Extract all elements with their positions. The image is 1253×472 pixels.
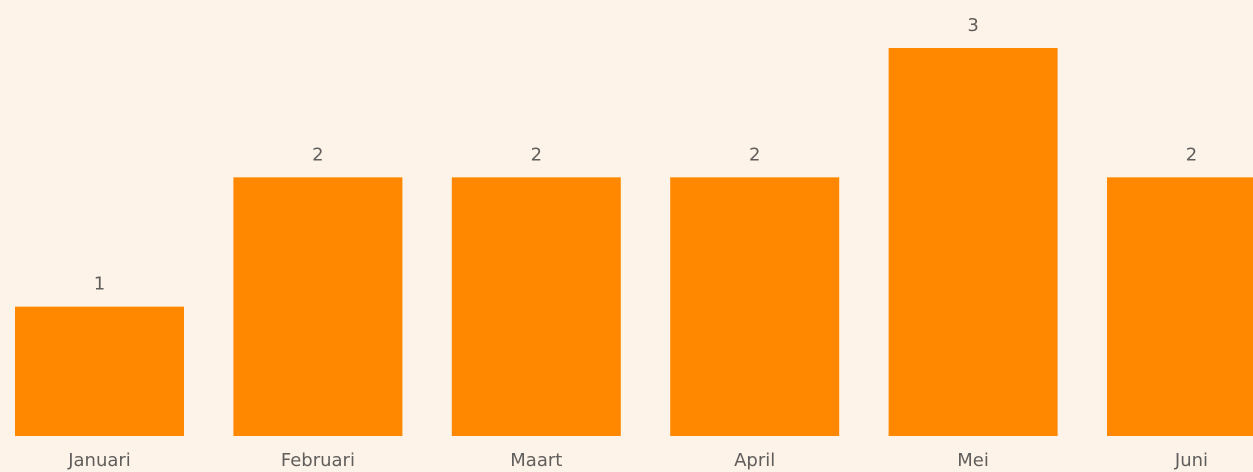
x-tick-label: Juni (1174, 450, 1208, 471)
data-label: 1 (94, 274, 105, 295)
x-tick-label: Januari (67, 450, 131, 471)
bar (1107, 177, 1253, 437)
bar (15, 306, 184, 436)
data-label: 3 (967, 15, 978, 36)
bar (670, 177, 840, 437)
data-label: 2 (749, 144, 760, 165)
bar (451, 177, 621, 437)
x-tick-label: Mei (957, 450, 989, 471)
x-tick-label: April (734, 450, 775, 471)
data-label: 2 (312, 144, 323, 165)
bar (888, 48, 1058, 436)
data-label: 2 (531, 144, 542, 165)
data-label: 2 (1186, 144, 1197, 165)
x-tick-label: Februari (281, 450, 355, 471)
x-tick-label: Maart (510, 450, 562, 471)
bar (233, 177, 403, 437)
